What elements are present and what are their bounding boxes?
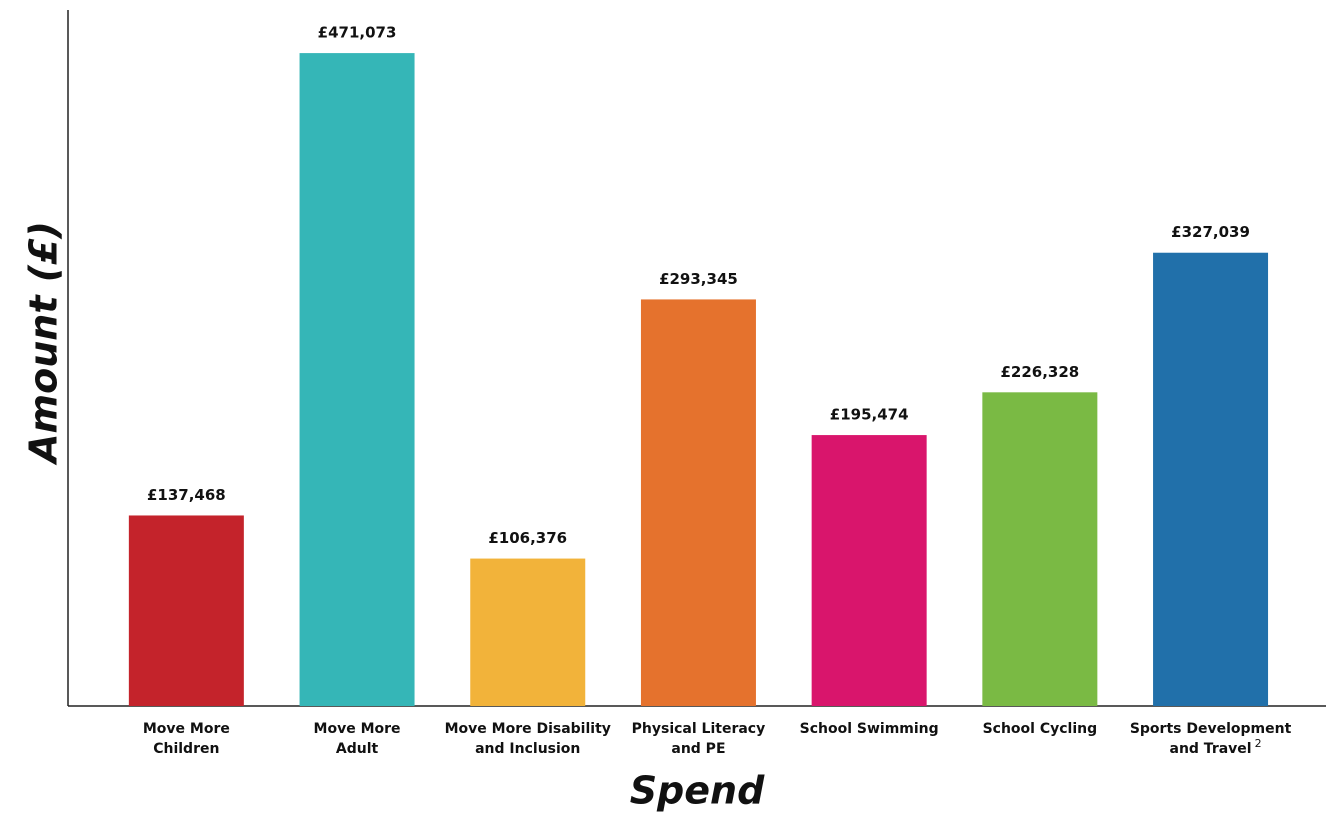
- bar: [640, 299, 756, 706]
- data-label: £137,468: [147, 486, 226, 504]
- x-tick-label: Adult: [336, 741, 379, 757]
- x-tick-label: School Cycling: [983, 721, 1098, 737]
- x-tick-label: School Swimming: [800, 721, 939, 737]
- bar: [470, 558, 586, 706]
- footnote-marker: 2: [1255, 737, 1262, 750]
- data-label: £327,039: [1171, 223, 1250, 241]
- x-tick-label: Physical Literacy: [632, 721, 766, 737]
- data-label: £106,376: [488, 529, 567, 547]
- bar: [811, 435, 927, 706]
- bar: [299, 53, 415, 706]
- x-tick-label: Sports Development: [1130, 721, 1292, 737]
- bar: [128, 515, 244, 706]
- data-label: £226,328: [1000, 363, 1079, 381]
- x-tick-label: Move More Disability: [445, 721, 611, 737]
- x-tick-label: and PE: [671, 741, 725, 757]
- x-tick-label: Move More: [143, 721, 230, 737]
- x-tick-label: and Travel: [1170, 741, 1252, 757]
- x-tick-label: Children: [153, 741, 219, 757]
- data-label: £293,345: [659, 270, 738, 288]
- bar: [982, 392, 1098, 706]
- x-tick-label: and Inclusion: [475, 741, 580, 757]
- data-label: £471,073: [318, 24, 397, 42]
- x-tick-label: Move More: [314, 721, 401, 737]
- bar: [1153, 252, 1269, 707]
- y-axis-title: Amount (£): [22, 221, 66, 466]
- data-label: £195,474: [830, 406, 909, 424]
- x-axis-title: Spend: [630, 769, 765, 813]
